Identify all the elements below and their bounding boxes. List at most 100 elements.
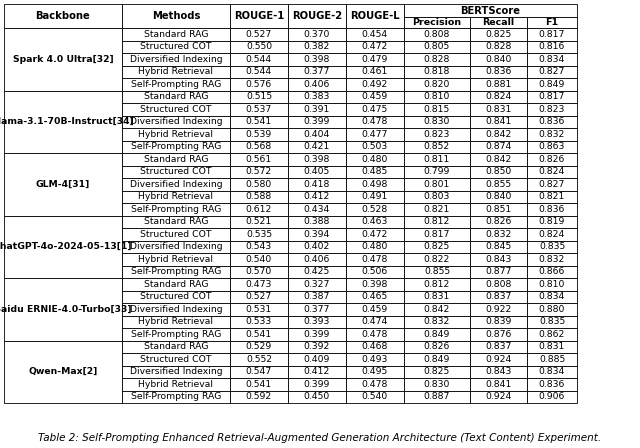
Text: 0.880: 0.880 [539, 305, 565, 314]
Text: 0.402: 0.402 [304, 242, 330, 251]
Text: 0.818: 0.818 [424, 67, 450, 76]
Text: Standard RAG: Standard RAG [144, 280, 208, 289]
Bar [230, 40, 288, 53]
Text: 0.412: 0.412 [304, 367, 330, 376]
Bar [122, 190, 230, 203]
Text: Llama-3.1-70B-Instruct[34]: Llama-3.1-70B-Instruct[34] [0, 117, 134, 126]
Bar [230, 366, 288, 378]
Text: 0.388: 0.388 [304, 217, 330, 226]
Text: 0.491: 0.491 [362, 192, 388, 201]
Text: 0.478: 0.478 [362, 380, 388, 389]
Text: 0.539: 0.539 [246, 130, 272, 139]
Bar [230, 241, 288, 253]
Text: 0.492: 0.492 [362, 80, 388, 89]
Text: 0.842: 0.842 [485, 155, 512, 164]
Bar [288, 128, 346, 141]
Text: 0.398: 0.398 [362, 280, 388, 289]
Bar [230, 303, 288, 315]
Bar [230, 128, 288, 141]
Bar [4, 215, 122, 278]
Text: 0.398: 0.398 [304, 55, 330, 64]
Text: 0.409: 0.409 [304, 355, 330, 364]
Text: 0.477: 0.477 [362, 130, 388, 139]
Text: 0.370: 0.370 [304, 30, 330, 39]
Bar [346, 28, 404, 40]
Bar [470, 340, 527, 353]
Text: 0.394: 0.394 [304, 230, 330, 239]
Bar [346, 90, 404, 103]
Bar [346, 266, 404, 278]
Text: 0.398: 0.398 [304, 155, 330, 164]
Bar [404, 128, 470, 141]
Text: 0.472: 0.472 [362, 42, 388, 51]
Text: GLM-4[31]: GLM-4[31] [36, 180, 90, 189]
Text: Structured COT: Structured COT [140, 292, 212, 301]
Bar [470, 78, 527, 90]
Text: 0.877: 0.877 [485, 267, 512, 276]
Text: 0.825: 0.825 [485, 30, 511, 39]
Bar [404, 303, 470, 315]
Bar [470, 278, 527, 290]
Bar [230, 328, 288, 340]
Bar [288, 90, 346, 103]
Text: 0.377: 0.377 [304, 305, 330, 314]
Text: 0.834: 0.834 [539, 55, 565, 64]
Text: 0.881: 0.881 [485, 80, 512, 89]
Bar [527, 241, 577, 253]
Bar [346, 215, 404, 228]
Bar [404, 78, 470, 90]
Text: 0.377: 0.377 [304, 67, 330, 76]
Text: Baidu ERNIE-4.0-Turbo[33]: Baidu ERNIE-4.0-Turbo[33] [0, 305, 132, 314]
Bar [122, 53, 230, 65]
Text: 0.550: 0.550 [246, 42, 272, 51]
Bar [404, 253, 470, 266]
Bar [288, 203, 346, 215]
Text: 0.399: 0.399 [304, 330, 330, 339]
Text: 0.852: 0.852 [424, 142, 450, 151]
Bar [527, 116, 577, 128]
Text: 0.828: 0.828 [424, 55, 450, 64]
Text: 0.821: 0.821 [424, 205, 450, 214]
Text: 0.541: 0.541 [246, 380, 272, 389]
Bar [527, 65, 577, 78]
Bar [122, 90, 230, 103]
Bar [346, 303, 404, 315]
Text: Self-Prompting RAG: Self-Prompting RAG [131, 80, 221, 89]
Bar [346, 141, 404, 153]
Text: 0.808: 0.808 [485, 280, 512, 289]
Bar [122, 4, 230, 28]
Text: 0.474: 0.474 [362, 317, 388, 326]
Text: 0.383: 0.383 [304, 92, 330, 101]
Text: Backbone: Backbone [36, 11, 90, 21]
Bar [470, 203, 527, 215]
Bar [288, 315, 346, 328]
Bar [122, 40, 230, 53]
Bar [470, 290, 527, 303]
Bar [288, 215, 346, 228]
Bar [288, 165, 346, 178]
Text: 0.876: 0.876 [485, 330, 512, 339]
Bar [122, 340, 230, 353]
Text: Diversified Indexing: Diversified Indexing [130, 55, 222, 64]
Text: Hybrid Retrieval: Hybrid Retrieval [138, 255, 214, 264]
Text: Standard RAG: Standard RAG [144, 155, 208, 164]
Text: 0.831: 0.831 [539, 342, 565, 351]
Text: Standard RAG: Standard RAG [144, 217, 208, 226]
Bar [470, 116, 527, 128]
Text: 0.812: 0.812 [424, 217, 450, 226]
Bar [122, 303, 230, 315]
Bar [288, 366, 346, 378]
Text: 0.547: 0.547 [246, 367, 272, 376]
Bar [230, 190, 288, 203]
Bar [122, 128, 230, 141]
Bar [404, 215, 470, 228]
Bar [122, 366, 230, 378]
Text: 0.503: 0.503 [362, 142, 388, 151]
Bar [122, 28, 230, 40]
Bar [4, 153, 122, 215]
Text: 0.823: 0.823 [539, 105, 565, 114]
Bar [527, 353, 577, 366]
Bar [288, 65, 346, 78]
Text: Diversified Indexing: Diversified Indexing [130, 242, 222, 251]
Bar [404, 190, 470, 203]
